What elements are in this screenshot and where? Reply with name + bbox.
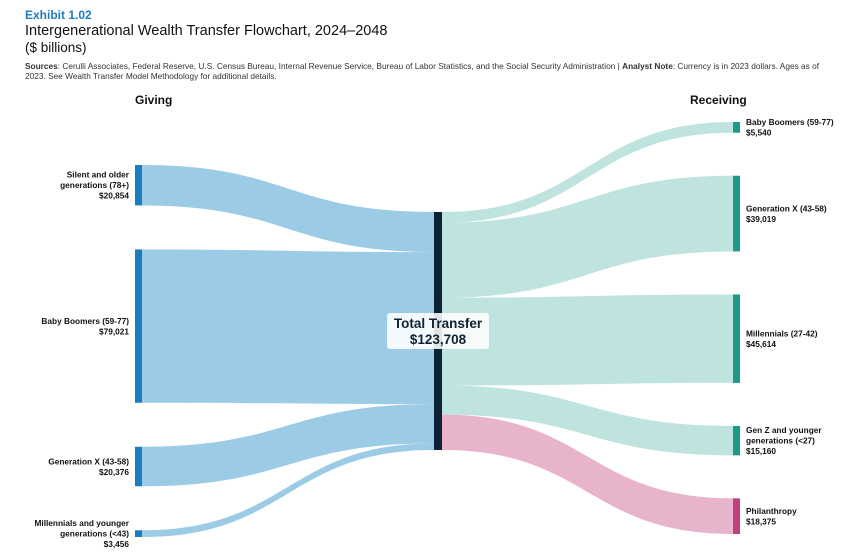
target-bar-baby-boomers-59-77 [733,122,740,133]
flow-to-generation-x-43-58 [442,175,733,298]
source-value-millennials-and-younger-generations-43: $3,456 [104,539,130,549]
exhibit-number: Exhibit 1.02 [25,8,92,22]
total-transfer-value: $123,708 [410,332,467,347]
target-label-baby-boomers-59-77: Baby Boomers (59-77) [746,117,834,127]
target-label-millennials-27-42: Millennials (27-42) [746,328,818,338]
target-bar-philanthropy [733,498,740,534]
target-bar-generation-x-43-58 [733,175,740,252]
source-label-generation-x-43-58: Generation X (43-58) [48,456,129,466]
flow-to-millennials-27-42 [442,294,733,386]
flow-to-gen-z-and-younger-generations-27 [442,385,733,456]
flow-to-baby-boomers-59-77 [442,122,733,223]
source-label-silent-and-older-generations-78: generations (78+) [60,180,129,190]
source-bar-silent-and-older-generations-78 [135,165,142,206]
target-value-generation-x-43-58: $39,019 [746,214,776,224]
separator: | [617,61,620,71]
center-layer: Total Transfer$123,708 [387,212,489,450]
flow-from-baby-boomers-59-77 [142,249,434,405]
total-transfer-box [387,313,489,349]
target-bar-millennials-27-42 [733,294,740,383]
source-label-millennials-and-younger-generations-43: Millennials and younger [34,518,129,528]
flow-from-generation-x-43-58 [142,404,434,487]
source-value-silent-and-older-generations-78: $20,854 [99,191,129,201]
source-bar-generation-x-43-58 [135,446,142,487]
sources-note: Sources: Cerulli Associates, Federal Res… [25,61,830,81]
giving-header: Giving [135,93,173,107]
flow-from-silent-and-older-generations-78 [142,165,434,253]
target-label-generation-x-43-58: Generation X (43-58) [746,203,827,213]
sources-label: Sources [25,61,58,71]
source-bar-baby-boomers-59-77 [135,249,142,403]
target-label-gen-z-and-younger-generations-27: generations (<27) [746,436,815,446]
source-value-generation-x-43-58: $20,376 [99,467,129,477]
sources-text: : Cerulli Associates, Federal Reserve, U… [57,61,616,71]
total-transfer-label: Total Transfer [394,316,483,331]
chart-title: Intergenerational Wealth Transfer Flowch… [25,23,388,39]
target-label-gen-z-and-younger-generations-27: Gen Z and younger [746,425,822,435]
target-label-philanthropy: Philanthropy [746,506,797,516]
receiving-header: Receiving [690,93,747,107]
target-value-baby-boomers-59-77: $5,540 [746,128,772,138]
source-label-baby-boomers-59-77: Baby Boomers (59-77) [41,316,129,326]
flow-to-philanthropy [442,414,733,534]
source-label-millennials-and-younger-generations-43: generations (<43) [60,529,129,539]
target-value-millennials-27-42: $45,614 [746,339,776,349]
flows-layer [142,122,733,537]
analyst-note-text: : Currency is in 2023 dollars. Ages as o… [25,61,820,81]
target-value-gen-z-and-younger-generations-27: $15,160 [746,446,776,456]
source-value-baby-boomers-59-77: $79,021 [99,326,129,336]
flow-from-millennials-and-younger-generations-43 [142,443,434,537]
chart-subtitle: ($ billions) [25,40,87,55]
target-bar-gen-z-and-younger-generations-27 [733,425,740,456]
bars-layer [135,122,740,537]
source-bar-millennials-and-younger-generations-43 [135,530,142,537]
analyst-note-label: Analyst Note [622,61,673,71]
target-value-philanthropy: $18,375 [746,516,776,526]
source-label-silent-and-older-generations-78: Silent and older [67,170,130,180]
